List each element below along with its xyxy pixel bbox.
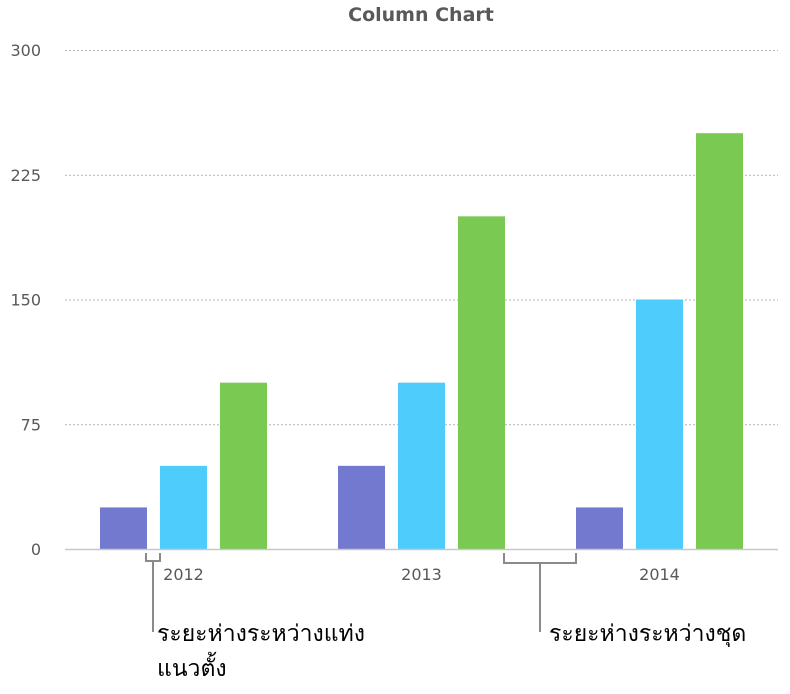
set-gap-bracket [503, 553, 577, 632]
bar-2013-series-2 [398, 382, 445, 549]
x-tick-label: 2012 [163, 565, 204, 584]
y-axis-ticks: 0 75 150 225 300 [10, 41, 41, 559]
bars [100, 133, 743, 550]
bar-2014-series-2 [636, 299, 683, 549]
bar-2014-series-3 [696, 133, 743, 549]
y-tick-label: 0 [31, 540, 41, 559]
bar-2012-series-1 [100, 507, 147, 549]
chart-title: Column Chart [348, 4, 494, 26]
x-axis-ticks: 2012 2013 2014 [163, 565, 680, 584]
bar-gap-label-line2: แนวตั้ง [157, 652, 227, 682]
set-gap-label: ระยะห่างระหว่างชุด [549, 621, 746, 647]
bar-2014-series-1 [576, 507, 623, 549]
y-tick-label: 225 [10, 166, 41, 185]
y-tick-label: 300 [10, 41, 41, 60]
bar-2013-series-3 [458, 216, 505, 550]
x-tick-label: 2013 [401, 565, 442, 584]
bar-gap-bracket [145, 553, 161, 632]
bar-2012-series-3 [220, 382, 267, 549]
bar-2013-series-1 [338, 465, 385, 549]
y-tick-label: 75 [21, 415, 41, 434]
bar-gap-annotation: ระยะห่างระหว่างแท่ง แนวตั้ง [145, 553, 365, 682]
x-tick-label: 2014 [639, 565, 680, 584]
set-gap-annotation: ระยะห่างระหว่างชุด [503, 553, 746, 647]
bar-2012-series-2 [160, 465, 207, 549]
y-tick-label: 150 [10, 291, 41, 310]
bar-gap-label-line1: ระยะห่างระหว่างแท่ง [157, 621, 365, 647]
